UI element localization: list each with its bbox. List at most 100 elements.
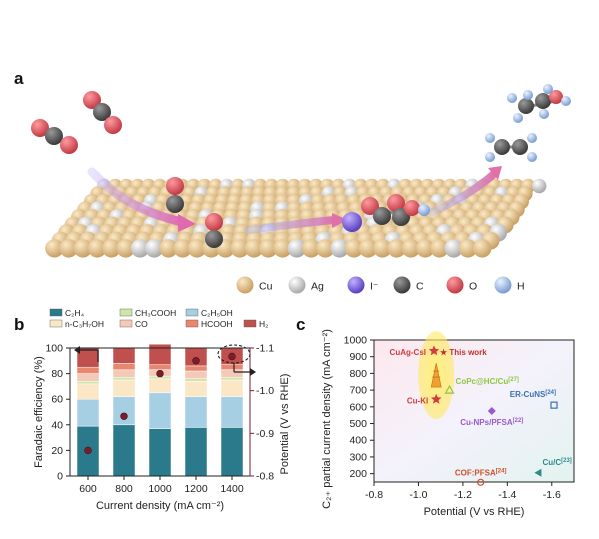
c-atom: [535, 93, 551, 109]
o-atom: [31, 119, 49, 137]
point-star: [431, 393, 442, 404]
y-tick-label: 60: [51, 394, 63, 406]
bar-segment: [112, 347, 136, 364]
bar-segment: [184, 365, 208, 372]
bar-segment: [220, 377, 244, 381]
y-tick-label: 500: [349, 418, 367, 430]
point-label: CuAg-CsI: [390, 348, 426, 357]
point-triangle: [444, 384, 455, 394]
h-atom: [418, 204, 430, 216]
x-tick-label: -1.2: [454, 489, 472, 501]
point-label-ref: [22]: [513, 418, 524, 424]
c-atom: [166, 195, 184, 213]
y2-tick-label: -0.9: [256, 428, 274, 440]
bar-segment: [76, 373, 100, 382]
point-label-name: COF:PFSA: [455, 468, 496, 477]
c-atom: [494, 139, 510, 155]
h-atom: [539, 109, 549, 119]
point-label-ref: [24]: [545, 390, 556, 396]
o-atom: [166, 177, 184, 195]
cu-atom: [316, 239, 335, 258]
o-atom: [549, 90, 563, 104]
potential-point: [228, 352, 236, 361]
x-axis-label: Current density (mA cm⁻²): [96, 500, 224, 512]
point-diamond: [487, 407, 496, 415]
bar-segment: [220, 369, 244, 378]
y-tick-label: 600: [349, 401, 367, 413]
legend-swatch-ag: [288, 276, 306, 294]
potential-point: [192, 357, 200, 365]
bar-segment: [76, 347, 100, 368]
plot-area: [373, 339, 575, 483]
legend-swatch-cu: [236, 276, 254, 294]
legend-label: Ag: [311, 281, 324, 293]
cu-atom: [344, 239, 364, 258]
bar-segment: [220, 396, 244, 428]
point-label-name: Cu-KI: [407, 396, 428, 405]
point-label: Cu-NPs/PFSA[22]: [460, 418, 523, 427]
cu-atom: [102, 239, 121, 258]
y2-tick-label: -0.8: [256, 471, 274, 483]
bar-segment: [184, 381, 208, 397]
bar-segment: [76, 381, 100, 385]
cu-atom: [173, 239, 192, 258]
legend-swatch: [119, 308, 133, 317]
c-atom: [205, 230, 223, 248]
legend-swatch: [243, 319, 257, 328]
point-triangle-left: [534, 468, 542, 477]
point-label-ref: [23]: [561, 458, 572, 464]
cu-atom: [116, 239, 135, 258]
cu-atom: [159, 239, 178, 258]
legend-label: Cu: [259, 281, 273, 293]
legend-swatch-i: [347, 276, 365, 294]
bar-segment: [184, 378, 208, 382]
legend-swatch: [119, 319, 133, 328]
legend-label: CH₃COOH: [135, 308, 176, 318]
adsorption-arrowhead: [178, 214, 196, 232]
c-atom: [93, 103, 111, 121]
cu-atom: [230, 239, 249, 258]
y-tick-label: 200: [349, 468, 367, 480]
x-tick-label: 1000: [148, 483, 172, 495]
h-atom: [485, 152, 495, 162]
point-label: Cu/C[23]: [542, 458, 571, 467]
bar-segment: [112, 396, 136, 426]
point-label-ref: [24]: [496, 468, 507, 474]
bar-segment: [220, 364, 244, 370]
h-atom: [485, 133, 495, 143]
cu-atom: [244, 239, 264, 258]
bar-segment: [148, 428, 172, 477]
h-atom: [513, 113, 523, 123]
point-label: COF:PFSA[24]: [455, 468, 507, 477]
h-atom: [527, 133, 537, 143]
potential-pointer-head: [250, 368, 256, 376]
chart-b: 0 20 40 60 80 100 -0.8 -0.9 -1.0 -1.1 600 800 1000 12…: [33, 343, 291, 513]
y-tick-label: 40: [51, 419, 63, 431]
legend-label: O: [469, 281, 477, 293]
bar-segment: [76, 383, 100, 400]
bar-segment: [220, 379, 244, 397]
bar-segment: [112, 369, 136, 378]
legend-label: CO: [135, 319, 148, 329]
o-atom: [387, 194, 405, 212]
series-pointer-head: [74, 346, 80, 354]
point-label-name: ER-CuNS: [510, 390, 546, 399]
ag-atom: [444, 239, 463, 258]
panel-a-label: a: [14, 69, 24, 88]
o-atom: [404, 200, 420, 216]
y-tick-label: 700: [349, 385, 367, 397]
cu-atom: [88, 239, 107, 258]
point-label-name: Cu/C: [542, 458, 561, 467]
h-atom: [507, 93, 517, 103]
y2-tick-label: -1.0: [256, 385, 274, 397]
x-axis-label: Potential (V vs RHE): [424, 506, 525, 518]
bar-segment: [148, 378, 172, 394]
legend-label: H: [517, 281, 525, 293]
point-label: CoPc@HC/Cu[27]: [456, 377, 519, 386]
x-tick-label: 1400: [220, 483, 244, 495]
cu-atom: [273, 239, 292, 258]
cu-atom: [358, 239, 378, 258]
legend-label: n-C₃H₇OH: [65, 319, 104, 329]
ag-atom: [145, 239, 164, 258]
point-square: [550, 401, 558, 409]
